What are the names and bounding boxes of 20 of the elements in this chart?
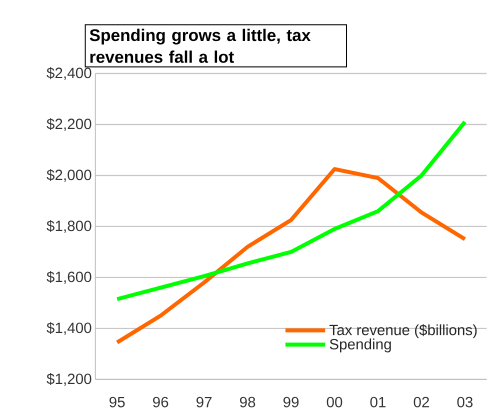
x-tick-label: 98: [240, 396, 256, 408]
y-tick-label: $1,800: [46, 220, 92, 233]
x-tick-label: 03: [457, 396, 473, 408]
x-tick-label: 02: [414, 396, 429, 408]
x-tick-label: 95: [110, 396, 125, 408]
y-tick-label: $1,600: [46, 270, 92, 284]
legend-label: Spending: [330, 338, 391, 352]
x-tick-label: 99: [283, 396, 299, 408]
legend-label: Tax revenue ($billions): [329, 324, 477, 338]
y-tick-label: $1,400: [46, 322, 92, 335]
x-tick-label: 00: [326, 396, 342, 408]
y-tick-label: $2,200: [46, 118, 92, 131]
x-tick-label: 01: [370, 396, 386, 408]
y-tick-label: $1,200: [46, 372, 92, 386]
x-tick-label: 96: [153, 396, 168, 408]
chart-title: Spending grows a little, tax revenues fall a lot: [90, 28, 311, 63]
x-tick-label: 97: [196, 396, 212, 408]
y-tick-label: $2,000: [46, 168, 92, 182]
y-tick-label: $2,400: [46, 66, 92, 80]
line-series: [115, 120, 467, 302]
